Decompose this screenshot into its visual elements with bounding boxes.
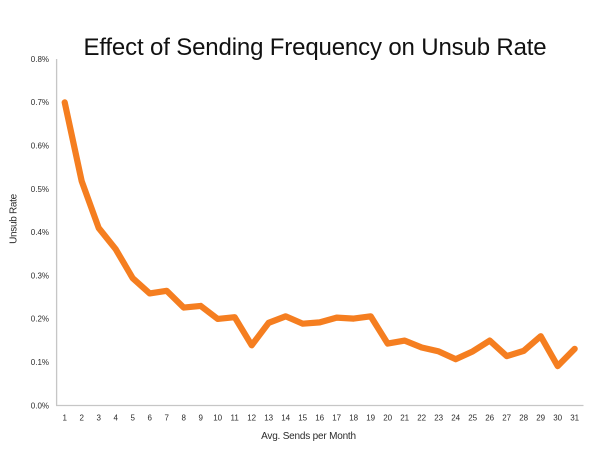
svg-text:29: 29 [536, 414, 545, 423]
svg-text:11: 11 [231, 414, 240, 423]
svg-text:0.0%: 0.0% [31, 401, 49, 410]
svg-text:4: 4 [113, 414, 118, 423]
svg-text:30: 30 [553, 414, 562, 423]
svg-text:24: 24 [451, 414, 460, 423]
svg-text:22: 22 [417, 414, 426, 423]
svg-text:17: 17 [332, 414, 341, 423]
svg-text:0.7%: 0.7% [31, 98, 49, 107]
svg-text:0.8%: 0.8% [31, 55, 49, 64]
svg-text:25: 25 [468, 414, 477, 423]
svg-text:0.3%: 0.3% [31, 271, 49, 280]
svg-text:9: 9 [198, 414, 203, 423]
svg-text:13: 13 [264, 414, 273, 423]
svg-text:28: 28 [519, 414, 528, 423]
svg-text:10: 10 [213, 414, 222, 423]
svg-text:0.2%: 0.2% [31, 315, 49, 324]
svg-text:Avg. Sends per Month: Avg. Sends per Month [261, 431, 356, 442]
svg-text:5: 5 [130, 414, 135, 423]
svg-text:23: 23 [434, 414, 443, 423]
svg-text:0.5%: 0.5% [31, 185, 49, 194]
svg-text:8: 8 [181, 414, 186, 423]
svg-text:19: 19 [366, 414, 375, 423]
svg-text:2: 2 [79, 414, 84, 423]
svg-text:18: 18 [349, 414, 358, 423]
svg-text:12: 12 [247, 414, 256, 423]
svg-text:21: 21 [400, 414, 409, 423]
svg-text:7: 7 [164, 414, 169, 423]
svg-text:14: 14 [281, 414, 290, 423]
svg-text:0.6%: 0.6% [31, 142, 49, 151]
svg-text:15: 15 [298, 414, 307, 423]
svg-text:1: 1 [62, 414, 67, 423]
svg-text:Effect of Sending Frequency on: Effect of Sending Frequency on Unsub Rat… [83, 34, 546, 61]
svg-text:20: 20 [383, 414, 392, 423]
svg-text:31: 31 [570, 414, 579, 423]
svg-text:6: 6 [147, 414, 152, 423]
svg-text:16: 16 [315, 414, 324, 423]
svg-text:26: 26 [485, 414, 494, 423]
svg-text:3: 3 [96, 414, 101, 423]
svg-text:Unsub Rate: Unsub Rate [8, 193, 19, 244]
svg-text:0.1%: 0.1% [31, 358, 49, 367]
svg-text:27: 27 [502, 414, 511, 423]
svg-text:0.4%: 0.4% [31, 228, 49, 237]
